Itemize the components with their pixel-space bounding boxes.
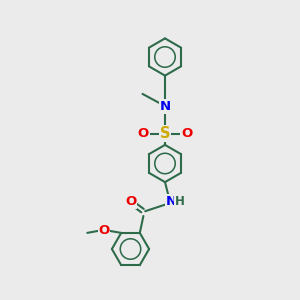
- Text: O: O: [138, 127, 149, 140]
- Text: N: N: [166, 195, 177, 208]
- Text: O: O: [98, 224, 110, 237]
- Text: S: S: [160, 126, 170, 141]
- Text: O: O: [181, 127, 192, 140]
- Text: N: N: [159, 100, 171, 113]
- Text: H: H: [175, 195, 185, 208]
- Text: O: O: [125, 195, 136, 208]
